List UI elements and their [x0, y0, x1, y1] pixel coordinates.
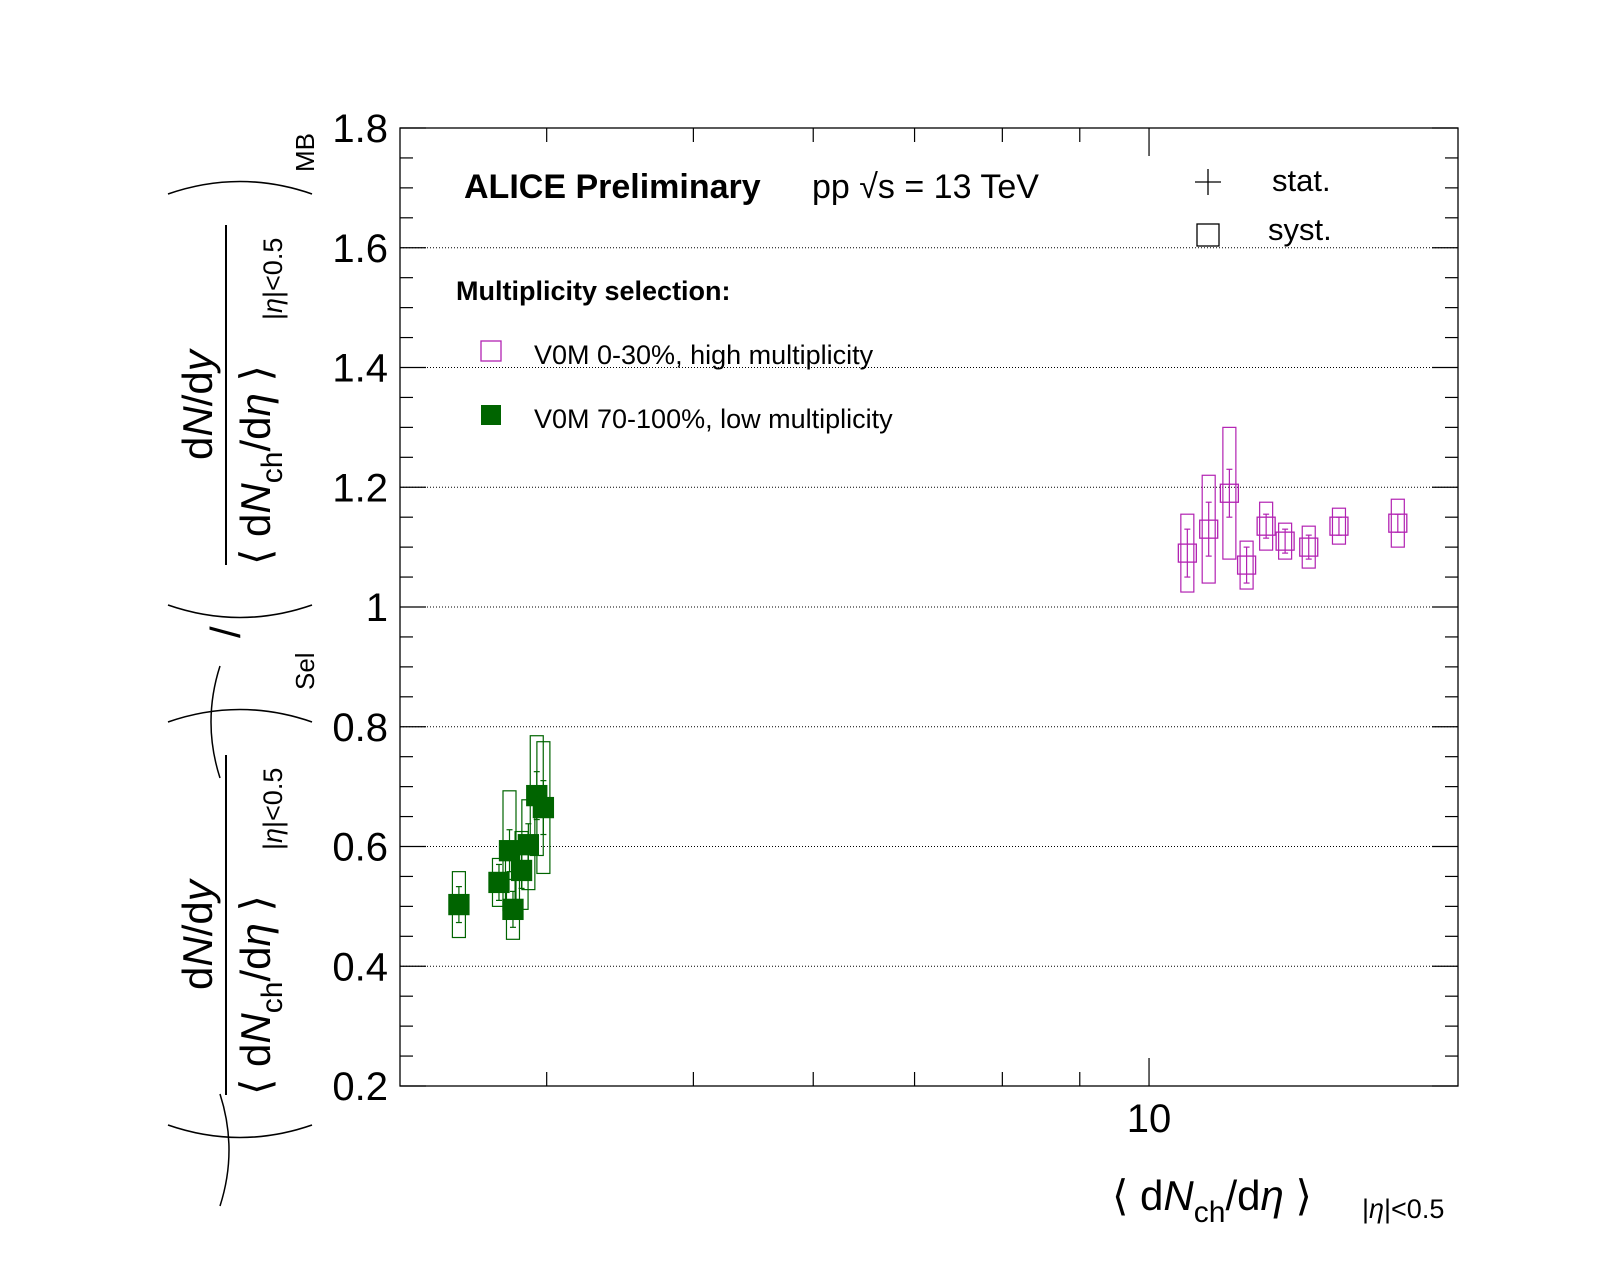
- error-legend: stat. syst.: [1195, 163, 1332, 247]
- y-tick-label: 0.6: [332, 826, 388, 870]
- y-tick-label: 1.2: [332, 466, 388, 510]
- svg-text:/: /: [202, 626, 249, 638]
- data-point-low-mult: [498, 840, 521, 862]
- syst-box: [1222, 426, 1237, 560]
- y-tick-label: 1.8: [332, 107, 388, 151]
- y-tick-label: 1: [366, 586, 388, 630]
- legend-marker-high: [480, 340, 502, 362]
- y-tick-label: 1.4: [332, 347, 388, 391]
- y-axis-ticks: 0.2 0.4 0.6 0.8 1 1.2 1.4 1.6 1.8: [332, 107, 1458, 1109]
- svg-text:|η|<0.5: |η|<0.5: [258, 238, 288, 320]
- legend-marker-low: [481, 405, 501, 425]
- x-axis-ticks: 10: [546, 128, 1172, 1141]
- svg-text:|η|<0.5: |η|<0.5: [258, 768, 288, 850]
- svg-text:⟨ dNch/dη ⟩: ⟨ dNch/dη ⟩: [232, 895, 289, 1095]
- svg-text:|η|<0.5: |η|<0.5: [1362, 1194, 1444, 1224]
- data-point-high-mult: [1256, 516, 1276, 536]
- y-label-parentheses: [167, 180, 313, 1139]
- y-tick-label: 1.6: [332, 227, 388, 271]
- svg-text:dN/dy: dN/dy: [174, 347, 221, 460]
- data-point-high-mult: [1219, 483, 1240, 503]
- syst-box: [1278, 522, 1293, 560]
- data-point-high-mult: [1388, 513, 1408, 533]
- svg-text:Sel: Sel: [290, 652, 320, 690]
- syst-box: [1331, 507, 1347, 545]
- data-point-high-mult: [1299, 537, 1319, 557]
- syst-box: [1390, 498, 1405, 548]
- data-point-high-mult: [1329, 516, 1349, 536]
- legend-label-high: V0M 0-30%, high multiplicity: [534, 340, 874, 370]
- data-point-high-mult: [1199, 519, 1219, 539]
- data-point-low-mult: [448, 893, 470, 916]
- data-point-high-mult: [1275, 531, 1295, 551]
- y-tick-label: 0.8: [332, 706, 388, 750]
- legend-title: Multiplicity selection:: [456, 276, 731, 306]
- syst-box: [1239, 540, 1254, 590]
- svg-text:MB: MB: [290, 133, 320, 172]
- svg-text:⟨ dNch/dη ⟩: ⟨ dNch/dη ⟩: [232, 365, 289, 565]
- x-axis-label: ⟨ dNch/dη ⟩ |η|<0.5: [1112, 1172, 1444, 1229]
- y-tick-label: 0.4: [332, 945, 388, 989]
- data-point-high-mult: [1236, 555, 1257, 575]
- syst-box: [1301, 525, 1316, 569]
- stat-legend-label: stat.: [1272, 163, 1331, 198]
- data-point-low-mult: [532, 796, 555, 819]
- series-legend: Multiplicity selection: V0M 0-30%, high …: [456, 276, 893, 434]
- syst-legend-label: syst.: [1268, 212, 1332, 247]
- chart-title: ALICE Preliminary: [464, 168, 761, 206]
- data-points: [448, 426, 1408, 940]
- syst-box: [1180, 513, 1195, 593]
- data-point-high-mult: [1177, 543, 1197, 563]
- chart-subtitle: pp √s = 13 TeV: [812, 168, 1039, 206]
- y-axis-label: dN/dy ⟨ dNch/dη ⟩ |η|<0.5 Sel / dN/dy ⟨ …: [174, 133, 320, 1207]
- grid-lines: [400, 247, 1458, 967]
- x-tick-label: 10: [1127, 1097, 1172, 1141]
- y-tick-label: 0.2: [332, 1065, 388, 1109]
- svg-text:dN/dy: dN/dy: [174, 877, 221, 990]
- syst-box: [1201, 474, 1216, 584]
- syst-box: [1259, 501, 1274, 551]
- svg-text:⟨ dNch/dη ⟩: ⟨ dNch/dη ⟩: [1112, 1172, 1312, 1229]
- data-point-low-mult: [488, 871, 510, 894]
- data-point-low-mult: [517, 834, 540, 856]
- legend-label-low: V0M 70-100%, low multiplicity: [534, 404, 893, 434]
